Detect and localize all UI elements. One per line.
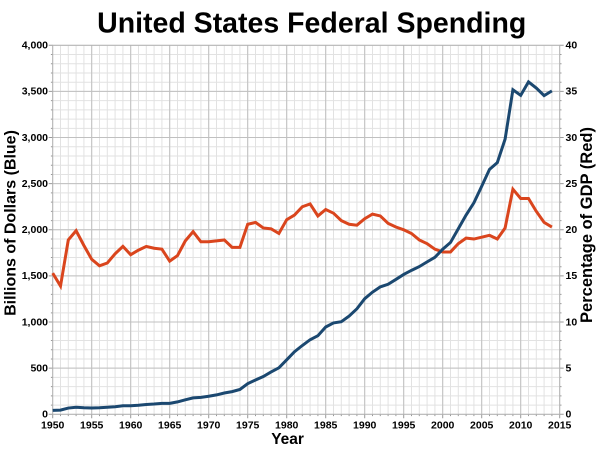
svg-text:5: 5 bbox=[566, 362, 572, 374]
svg-text:1955: 1955 bbox=[80, 420, 104, 432]
svg-text:30: 30 bbox=[566, 132, 578, 144]
svg-text:Billions of Dollars (Blue): Billions of Dollars (Blue) bbox=[3, 130, 20, 316]
svg-text:1980: 1980 bbox=[275, 420, 299, 432]
svg-text:2005: 2005 bbox=[470, 420, 494, 432]
svg-text:0: 0 bbox=[566, 409, 572, 421]
svg-text:2,500: 2,500 bbox=[22, 178, 48, 190]
svg-text:United States Federal Spending: United States Federal Spending bbox=[97, 7, 526, 39]
svg-text:3,500: 3,500 bbox=[22, 86, 48, 98]
svg-text:15: 15 bbox=[566, 270, 578, 282]
svg-text:10: 10 bbox=[566, 316, 578, 328]
svg-text:2015: 2015 bbox=[548, 420, 572, 432]
svg-text:1990: 1990 bbox=[353, 420, 377, 432]
svg-text:25: 25 bbox=[566, 178, 578, 190]
svg-text:1970: 1970 bbox=[197, 420, 221, 432]
svg-text:20: 20 bbox=[566, 224, 578, 236]
svg-text:500: 500 bbox=[30, 362, 48, 374]
svg-text:2,000: 2,000 bbox=[22, 224, 48, 236]
svg-text:1,000: 1,000 bbox=[22, 316, 48, 328]
svg-text:2000: 2000 bbox=[431, 420, 455, 432]
svg-text:1960: 1960 bbox=[119, 420, 143, 432]
svg-text:Year: Year bbox=[271, 431, 304, 448]
svg-text:1985: 1985 bbox=[314, 420, 338, 432]
svg-text:40: 40 bbox=[566, 40, 578, 52]
svg-text:35: 35 bbox=[566, 86, 578, 98]
svg-text:4,000: 4,000 bbox=[22, 40, 48, 52]
svg-text:3,000: 3,000 bbox=[22, 132, 48, 144]
svg-text:1975: 1975 bbox=[236, 420, 260, 432]
svg-text:Percentage of GDP (Red): Percentage of GDP (Red) bbox=[578, 127, 596, 323]
svg-text:1995: 1995 bbox=[392, 420, 416, 432]
svg-text:1,500: 1,500 bbox=[22, 270, 48, 282]
svg-text:1965: 1965 bbox=[158, 420, 182, 432]
svg-text:1950: 1950 bbox=[41, 420, 65, 432]
svg-text:2010: 2010 bbox=[509, 420, 533, 432]
svg-text:0: 0 bbox=[42, 409, 48, 421]
